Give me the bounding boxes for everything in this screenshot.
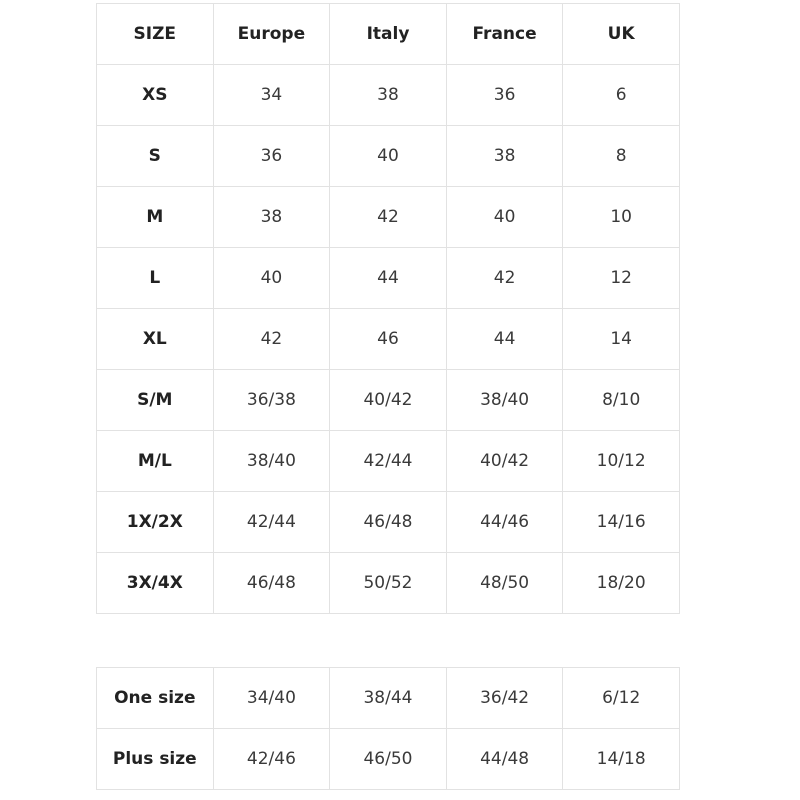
size-value-cell: 34/40 [212, 667, 331, 729]
size-value-cell: 44/46 [445, 491, 564, 553]
size-label-cell: 1X/2X [96, 491, 214, 553]
size-value-cell: 42 [445, 247, 564, 309]
size-value-cell: 46/50 [329, 728, 447, 790]
size-value-cell: 38/40 [212, 430, 331, 492]
size-label-cell: XS [96, 64, 214, 126]
size-value-cell: 40 [212, 247, 331, 309]
size-value-cell: 36 [212, 125, 331, 187]
size-label-cell: One size [96, 667, 214, 729]
size-value-cell: 10/12 [562, 430, 680, 492]
size-label-cell: M/L [96, 430, 214, 492]
size-value-cell: 36/42 [445, 667, 564, 729]
size-value-cell: 42/44 [329, 430, 447, 492]
size-label-cell: S [96, 125, 214, 187]
table-row: S 36 40 38 8 [96, 125, 680, 187]
column-header: Italy [329, 3, 447, 65]
size-value-cell: 14 [562, 308, 680, 370]
size-value-cell: 38 [445, 125, 564, 187]
size-value-cell: 46/48 [212, 552, 331, 614]
size-value-cell: 12 [562, 247, 680, 309]
size-value-cell: 34 [212, 64, 331, 126]
table-row: 1X/2X 42/44 46/48 44/46 14/16 [96, 491, 680, 553]
size-value-cell: 40 [329, 125, 447, 187]
table-row: XS 34 38 36 6 [96, 64, 680, 126]
size-value-cell: 40/42 [329, 369, 447, 431]
table-row: Plus size 42/46 46/50 44/48 14/18 [96, 728, 680, 790]
size-value-cell: 42 [329, 186, 447, 248]
size-value-cell: 14/18 [562, 728, 680, 790]
size-value-cell: 48/50 [445, 552, 564, 614]
table-row: S/M 36/38 40/42 38/40 8/10 [96, 369, 680, 431]
size-value-cell: 46/48 [329, 491, 447, 553]
size-label-cell: S/M [96, 369, 214, 431]
size-label-cell: M [96, 186, 214, 248]
size-value-cell: 10 [562, 186, 680, 248]
size-value-cell: 50/52 [329, 552, 447, 614]
size-value-cell: 42/44 [212, 491, 331, 553]
size-conversion-table: SIZE Europe Italy France UK XS 34 38 36 6 S 36 40 38… [96, 3, 680, 614]
size-label-cell: L [96, 247, 214, 309]
size-value-cell: 18/20 [562, 552, 680, 614]
column-header: SIZE [96, 3, 214, 65]
size-value-cell: 6 [562, 64, 680, 126]
table-row: L 40 44 42 12 [96, 247, 680, 309]
size-label-cell: 3X/4X [96, 552, 214, 614]
size-value-cell: 36 [445, 64, 564, 126]
column-header: France [445, 3, 564, 65]
table-row: M/L 38/40 42/44 40/42 10/12 [96, 430, 680, 492]
size-value-cell: 6/12 [562, 667, 680, 729]
size-value-cell: 8/10 [562, 369, 680, 431]
table-header-row: SIZE Europe Italy France UK [96, 3, 680, 65]
size-value-cell: 42/46 [212, 728, 331, 790]
table-row: 3X/4X 46/48 50/52 48/50 18/20 [96, 552, 680, 614]
size-value-cell: 36/38 [212, 369, 331, 431]
table-row: M 38 42 40 10 [96, 186, 680, 248]
column-header: UK [562, 3, 680, 65]
size-value-cell: 40 [445, 186, 564, 248]
special-sizes-table: One size 34/40 38/44 36/42 6/12 Plus size 42/4… [96, 667, 680, 790]
table-row: XL 42 46 44 14 [96, 308, 680, 370]
size-value-cell: 42 [212, 308, 331, 370]
size-value-cell: 38/40 [445, 369, 564, 431]
size-value-cell: 44/48 [445, 728, 564, 790]
size-value-cell: 38/44 [329, 667, 447, 729]
size-value-cell: 38 [212, 186, 331, 248]
size-label-cell: XL [96, 308, 214, 370]
size-label-cell: Plus size [96, 728, 214, 790]
column-header: Europe [212, 3, 331, 65]
size-value-cell: 44 [329, 247, 447, 309]
size-value-cell: 46 [329, 308, 447, 370]
size-value-cell: 40/42 [445, 430, 564, 492]
size-value-cell: 38 [329, 64, 447, 126]
size-value-cell: 44 [445, 308, 564, 370]
size-value-cell: 14/16 [562, 491, 680, 553]
size-value-cell: 8 [562, 125, 680, 187]
table-row: One size 34/40 38/44 36/42 6/12 [96, 667, 680, 729]
